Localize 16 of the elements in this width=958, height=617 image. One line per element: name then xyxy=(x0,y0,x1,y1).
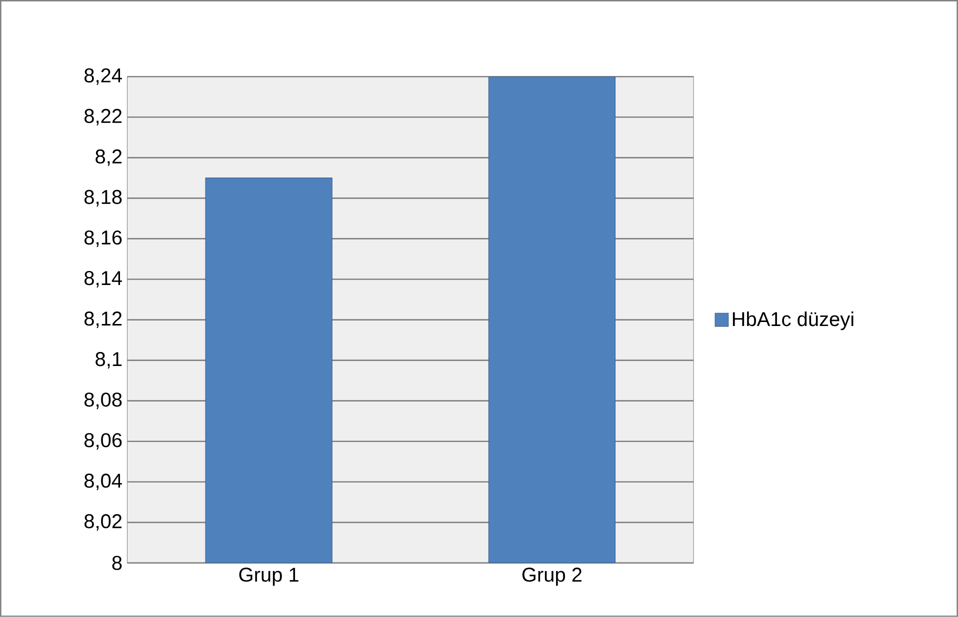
y-tick-label: 8,18 xyxy=(84,190,122,206)
x-tick-label: Grup 1 xyxy=(239,568,298,586)
y-tick-label: 8,12 xyxy=(84,312,122,328)
y-tick-label: 8,14 xyxy=(84,271,122,288)
y-tick-label: 8,22 xyxy=(84,108,122,126)
y-tick-label: 8,04 xyxy=(84,474,122,490)
y-tick-label: 8 xyxy=(112,556,122,570)
y-tick-label: 8,24 xyxy=(84,68,122,85)
y-tick-label: 8,08 xyxy=(84,392,122,410)
y-tick-label: 8,06 xyxy=(84,433,122,450)
y-tick-label: 8,02 xyxy=(84,514,122,531)
x-tick-label: Grup 2 xyxy=(522,568,582,586)
y-tick-label: 8,1 xyxy=(96,352,122,369)
legend-label: HbA1c düzeyi xyxy=(732,312,854,330)
y-tick-label: 8,2 xyxy=(96,149,122,166)
y-tick-label: 8,16 xyxy=(84,230,122,248)
